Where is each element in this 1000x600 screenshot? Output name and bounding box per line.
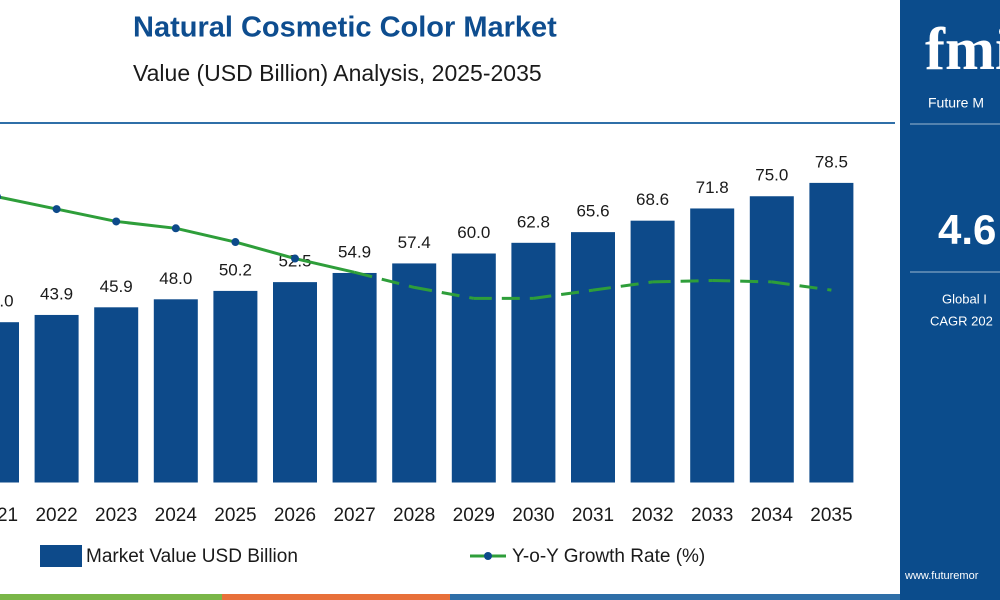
bar <box>213 290 258 483</box>
legend-label: Market Value USD Billion <box>86 546 298 567</box>
growth-line-segment <box>235 240 296 260</box>
x-tick-label: 2032 <box>631 505 673 526</box>
value-label: 65.6 <box>576 202 609 221</box>
strip <box>222 594 450 600</box>
x-tick-label: 2029 <box>453 505 495 526</box>
growth-point <box>52 205 61 214</box>
value-label: 75.0 <box>755 166 788 185</box>
bar <box>0 322 19 483</box>
bar <box>153 299 198 483</box>
x-tick-label: 2027 <box>333 505 375 526</box>
growth-point <box>0 194 1 200</box>
panel-caption: CAGR 202 <box>930 313 993 328</box>
growth-line-segment <box>0 195 57 211</box>
growth-point <box>291 254 299 263</box>
brand-logo: fmi <box>925 16 1000 82</box>
bar <box>392 263 437 483</box>
growth-point <box>231 238 240 247</box>
x-tick-label: 2025 <box>214 505 256 526</box>
x-tick-label: 2026 <box>274 505 316 526</box>
value-label: 50.2 <box>219 260 252 279</box>
value-label: 42.0 <box>0 292 14 311</box>
x-tick-label: 2035 <box>810 505 852 526</box>
side-panel <box>900 0 1000 600</box>
bar <box>690 208 735 483</box>
growth-line-segment <box>175 226 236 244</box>
bar <box>630 220 675 483</box>
x-tick-label: 2030 <box>512 505 554 526</box>
value-label: 62.8 <box>517 212 550 231</box>
cagr-value: 4.6 <box>938 206 996 253</box>
growth-line-segment <box>533 288 594 300</box>
panel-caption: Global I <box>942 291 987 306</box>
legend-swatch-dot <box>484 552 492 560</box>
bar <box>94 307 139 483</box>
x-tick-label: 2028 <box>393 505 435 526</box>
chart-title: Natural Cosmetic Color Market <box>133 12 557 44</box>
plot: 2021 2022 2023 2024 2025 2026 2027 2028 2029 2030… <box>0 152 854 526</box>
growth-line-segment <box>413 285 475 300</box>
x-tick-label: 2031 <box>572 505 614 526</box>
growth-line-segment <box>771 280 832 292</box>
legend-label: Y-o-Y Growth Rate (%) <box>512 546 705 567</box>
x-tick-label: 2021 <box>0 505 18 526</box>
growth-line-segment <box>592 280 653 292</box>
bar <box>749 196 794 483</box>
growth-point <box>171 224 180 233</box>
bar <box>332 272 377 483</box>
growth-line-segment <box>116 219 176 230</box>
growth-point <box>112 217 121 226</box>
bar <box>809 182 854 483</box>
chart-subtitle: Value (USD Billion) Analysis, 2025-2035 <box>133 60 542 86</box>
value-label: 45.9 <box>100 277 133 296</box>
x-tick-label: 2034 <box>751 505 794 526</box>
brand-name: Future M <box>928 95 984 111</box>
value-label: 71.8 <box>696 178 729 197</box>
growth-line-segment <box>354 270 415 289</box>
value-label: 48.0 <box>159 269 192 288</box>
bar <box>571 232 615 483</box>
website: www.futuremor <box>904 570 979 582</box>
value-label: 60.0 <box>457 223 490 242</box>
growth-line-segment <box>652 279 713 284</box>
strip <box>0 594 222 600</box>
value-label: 54.9 <box>338 242 371 261</box>
value-label: 43.9 <box>40 284 73 303</box>
x-tick-label: 2023 <box>95 505 137 526</box>
x-tick-label: 2033 <box>691 505 733 526</box>
bar <box>34 314 79 483</box>
x-tick-label: 2022 <box>35 505 77 526</box>
value-label: 68.6 <box>636 190 669 209</box>
x-tick-label: 2024 <box>155 505 198 526</box>
growth-line-segment <box>294 257 355 274</box>
growth-line-segment <box>712 279 772 284</box>
bar <box>451 253 496 483</box>
bar <box>273 282 317 483</box>
bar <box>511 242 556 483</box>
value-label: 57.4 <box>398 233 431 252</box>
legend-swatch-bar <box>40 545 82 567</box>
growth-line-segment <box>56 207 117 223</box>
value-label: 78.5 <box>815 152 848 171</box>
strip <box>450 594 900 600</box>
